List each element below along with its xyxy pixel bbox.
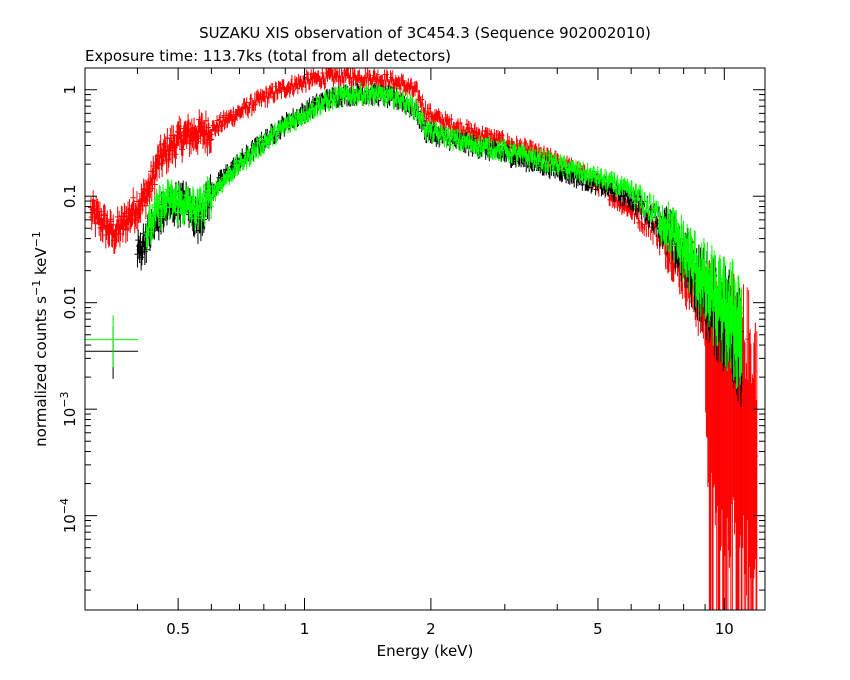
- x-tick-label: 10: [715, 620, 734, 638]
- y-tick-label: 10−3: [58, 392, 79, 427]
- x-axis-label: Energy (keV): [377, 642, 474, 660]
- chart-title: SUZAKU XIS observation of 3C454.3 (Seque…: [199, 24, 651, 42]
- y-tick-label: 10−4: [58, 498, 79, 533]
- y-tick-label-exp: −4: [58, 498, 71, 514]
- series-0: [87, 68, 759, 610]
- data-layer: [85, 68, 759, 610]
- y-tick-label: 0.01: [61, 286, 79, 319]
- y-tick-label-base: 10: [61, 514, 79, 533]
- y-axis-label-mid: keV: [32, 247, 50, 280]
- y-axis-label-exp1: −1: [30, 280, 43, 296]
- x-tick-label: 2: [426, 620, 436, 638]
- y-tick-label-base: 10: [61, 408, 79, 427]
- y-axis-label-exp2: −1: [30, 231, 43, 247]
- plot-frame: [84, 67, 766, 611]
- y-axis-label-prefix: normalized counts s: [32, 296, 50, 447]
- y-tick-label-exp: −3: [58, 392, 71, 408]
- y-axis-label: normalized counts s−1 keV−1: [30, 231, 50, 447]
- y-tick-label: 0.1: [61, 184, 79, 208]
- chart-subtitle: Exposure time: 113.7ks (total from all d…: [85, 47, 451, 65]
- series-2: [85, 82, 744, 390]
- y-tick-label: 1: [61, 85, 79, 95]
- x-tick-label: 1: [300, 620, 310, 638]
- x-tick-label: 5: [593, 620, 603, 638]
- x-tick-label: 0.5: [166, 620, 190, 638]
